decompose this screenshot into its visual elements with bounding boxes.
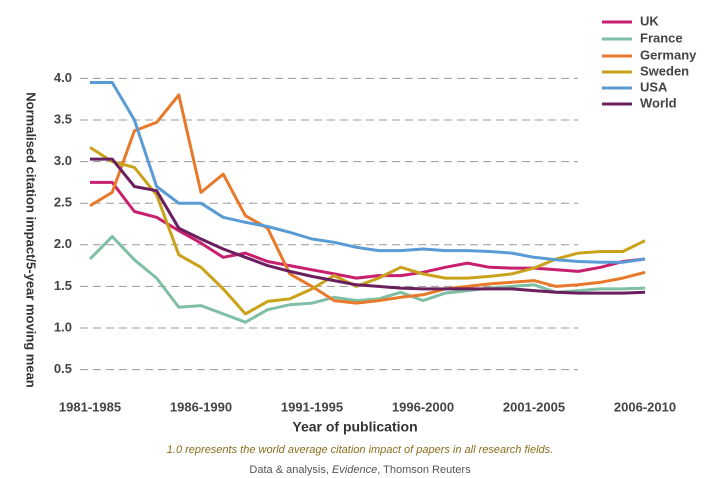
x-axis-label: Year of publication [292,419,417,435]
legend-label: World [640,95,677,110]
line-series [89,146,646,316]
line-series [89,93,646,305]
source-part: Evidence [332,464,377,476]
note: 1.0 represents the world average citatio… [167,444,553,456]
source: Data & analysis, Evidence, Thomson Reute… [249,464,471,476]
y-axis-label: Normalised citation impact/5-year moving… [24,92,39,388]
y-tick-label: 3.5 [54,111,72,126]
x-tick-label: 2006-2010 [614,399,676,414]
line-series [90,81,646,264]
x-tick-label: 1996-2000 [392,399,454,414]
x-tick-label: 1991-1995 [281,399,343,414]
line-series [90,180,646,280]
legend-label: France [640,30,683,45]
x-tick-label: 2001-2005 [503,399,565,414]
y-tick-label: 1.0 [54,319,72,334]
legend-label: UK [640,13,659,28]
x-tick-label: 1986-1990 [170,399,232,414]
y-tick-label: 4.0 [54,70,72,85]
legend-label: USA [640,79,668,94]
y-tick-label: 0.5 [54,361,72,376]
y-tick-label: 1.5 [54,278,72,293]
source-part: Data & analysis, [249,464,332,476]
legend-label: Sweden [640,63,689,78]
x-tick-label: 1981-1985 [59,399,121,414]
y-tick-label: 2.0 [54,236,72,251]
y-tick-label: 3.0 [54,153,72,168]
line-series [90,157,646,295]
y-tick-label: 2.5 [54,195,72,210]
source-part: , Thomson Reuters [377,464,471,476]
legend-label: Germany [640,47,697,62]
